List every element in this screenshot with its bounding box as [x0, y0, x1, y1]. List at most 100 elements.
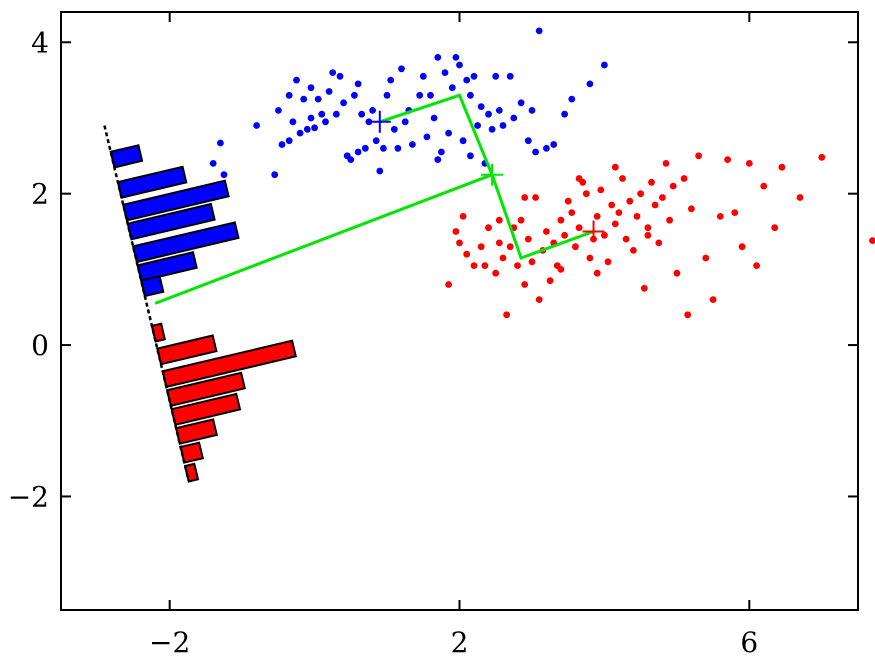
scatter-point-1-2: [209, 160, 217, 167]
scatter-point-1-80: [332, 110, 340, 118]
scatter-point-2-83: [611, 163, 619, 171]
scatter-point-1-1: [217, 139, 224, 147]
scatter-layer: [209, 27, 875, 319]
scatter-point-1-65: [499, 122, 507, 129]
scatter-point-1-5: [271, 171, 279, 179]
scatter-point-2-39: [597, 186, 605, 194]
scatter-point-1-69: [524, 137, 532, 145]
scatter-point-1-77: [586, 80, 594, 88]
scatter-point-1-82: [394, 144, 402, 152]
scatter-point-1-46: [430, 114, 438, 122]
scatter-point-2-84: [521, 194, 529, 201]
scatter-point-2-46: [622, 235, 630, 243]
y-tick-label: 4: [31, 26, 49, 59]
scatter-point-1-9: [300, 95, 308, 103]
scatter-point-2-30: [564, 197, 572, 205]
scatter-point-1-27: [354, 148, 362, 156]
scatter-point-1-48: [438, 148, 445, 156]
scatter-point-1-18: [318, 110, 326, 118]
y-tick-label: 2: [31, 178, 49, 211]
scatter-point-2-19: [524, 235, 532, 243]
scatter-point-1-19: [322, 118, 329, 126]
scatter-point-2-65: [702, 254, 710, 262]
scatter-point-2-1: [445, 281, 452, 288]
scatter-point-2-61: [680, 175, 688, 182]
scatter-point-2-49: [633, 213, 641, 220]
scatter-point-2-36: [586, 254, 594, 262]
scatter-point-2-57: [662, 160, 670, 167]
scatter-point-2-70: [738, 243, 746, 251]
scatter-point-1-61: [485, 110, 492, 118]
scatter-point-2-63: [688, 205, 695, 213]
scatter-point-2-42: [608, 201, 616, 209]
scatter-point-2-71: [745, 160, 753, 167]
scatter-point-2-29: [561, 231, 568, 239]
scatter-point-1-49: [441, 69, 449, 76]
scatter-point-1-52: [452, 54, 460, 61]
scatter-point-1-55: [463, 76, 471, 84]
scatter-point-1-74: [550, 141, 558, 148]
scatter-point-2-3: [456, 239, 463, 247]
x-tick-label: 6: [740, 626, 758, 659]
scatter-point-1-45: [427, 91, 434, 99]
scatter-point-2-58: [666, 216, 673, 224]
scatter-point-2-85: [644, 231, 652, 239]
scatter-point-1-17: [314, 95, 322, 103]
scatter-point-1-75: [561, 110, 568, 118]
scatter-point-1-31: [369, 107, 376, 114]
class-mean-marker-2: [582, 220, 605, 243]
scatter-point-1-4: [253, 122, 260, 129]
scatter-point-2-78: [869, 237, 875, 244]
scatter-point-1-51: [448, 84, 456, 92]
scatter-point-2-76: [796, 194, 804, 201]
scatter-point-1-22: [336, 72, 344, 80]
scatter-point-1-6: [278, 141, 286, 148]
histogram-layer: [109, 144, 298, 483]
scatter-point-1-21: [329, 69, 337, 76]
scatter-point-2-50: [637, 190, 644, 198]
scatter-point-1-34: [380, 144, 387, 152]
scatter-point-1-66: [506, 72, 514, 80]
scatter-point-2-31: [568, 209, 576, 217]
scatter-point-1-57: [470, 72, 478, 80]
scatter-point-2-54: [651, 201, 659, 209]
scatter-point-2-8: [481, 262, 489, 269]
scatter-point-2-6: [470, 262, 478, 269]
scatter-point-1-62: [488, 125, 496, 133]
scatter-point-1-16: [311, 124, 318, 132]
scatter-point-1-71: [532, 148, 539, 156]
scatter-point-2-21: [532, 194, 539, 201]
scatter-point-1-53: [456, 61, 463, 69]
scatter-point-1-54: [459, 137, 467, 145]
scatter-point-1-13: [293, 76, 300, 84]
scatter-point-2-73: [760, 182, 768, 190]
scatter-point-2-81: [495, 216, 503, 224]
scatter-point-1-78: [601, 61, 608, 69]
scatter-point-2-32: [572, 243, 579, 251]
scatter-point-2-14: [506, 243, 514, 251]
scatter-point-1-23: [340, 99, 347, 107]
scatter-point-2-51: [640, 284, 648, 292]
scatter-point-2-17: [517, 216, 525, 224]
scatter-point-2-16: [514, 262, 521, 269]
scatter-point-1-25: [347, 156, 355, 164]
scatter-point-1-41: [409, 141, 416, 148]
scatter-point-2-4: [459, 213, 467, 220]
scatter-point-1-12: [285, 91, 293, 99]
y-tick-label: 0: [31, 329, 49, 362]
scatter-point-1-56: [467, 91, 474, 99]
scatter-point-1-79: [354, 80, 362, 88]
scatter-point-2-11: [495, 239, 503, 247]
x-tick-label: −2: [149, 626, 190, 659]
scatter-point-1-67: [510, 114, 518, 122]
scatter-point-2-56: [659, 194, 666, 201]
scatter-point-2-80: [575, 175, 583, 182]
scatter-point-1-63: [492, 72, 500, 80]
scatter-point-2-72: [753, 262, 760, 269]
scatter-point-2-55: [655, 239, 663, 247]
scatter-point-1-3: [220, 171, 228, 179]
histogram-bar-2-7: [179, 441, 205, 464]
scatter-point-2-74: [771, 224, 779, 232]
scatter-point-1-84: [434, 156, 442, 164]
scatter-point-1-47: [434, 54, 442, 61]
